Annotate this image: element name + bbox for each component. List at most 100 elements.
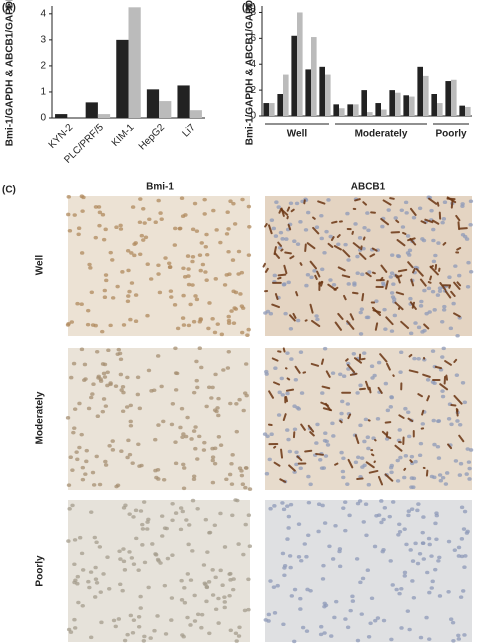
nucleus <box>228 401 233 406</box>
nucleus <box>181 634 186 639</box>
nucleus <box>162 583 168 588</box>
micrograph <box>263 499 472 644</box>
nucleus <box>450 620 456 625</box>
nucleus <box>343 242 348 247</box>
nucleus <box>372 544 378 549</box>
nucleus <box>232 306 237 310</box>
stain <box>380 218 390 226</box>
nucleus <box>354 557 360 561</box>
nucleus <box>198 268 203 273</box>
nucleus <box>400 225 406 229</box>
nucleus <box>89 395 94 400</box>
nucleus <box>65 416 71 420</box>
nucleus <box>424 615 429 620</box>
nucleus <box>276 205 281 209</box>
nucleus <box>146 368 152 373</box>
stain <box>397 268 408 273</box>
nucleus <box>443 482 449 486</box>
nucleus <box>417 551 423 556</box>
nucleus <box>328 278 333 282</box>
nucleus <box>115 284 120 289</box>
nucleus <box>389 637 394 642</box>
nucleus <box>77 401 82 406</box>
nucleus <box>343 528 348 533</box>
bar <box>431 94 437 116</box>
nucleus <box>114 225 119 229</box>
nucleus <box>92 595 98 599</box>
nucleus <box>102 295 108 300</box>
nucleus <box>210 480 216 485</box>
nucleus <box>143 235 149 240</box>
nucleus <box>381 618 387 623</box>
nucleus <box>468 448 474 452</box>
row-label: Well <box>35 255 46 276</box>
nucleus <box>432 442 437 447</box>
nucleus <box>97 545 103 549</box>
stain <box>271 303 280 309</box>
stain <box>286 206 291 212</box>
nucleus <box>446 589 451 594</box>
nucleus <box>417 206 423 211</box>
nucleus <box>71 430 76 435</box>
nucleus <box>205 252 210 257</box>
nucleus <box>167 265 173 269</box>
nucleus <box>437 594 443 598</box>
nucleus <box>226 349 231 354</box>
nucleus <box>397 522 402 527</box>
nucleus <box>360 576 366 581</box>
nucleus <box>265 434 270 439</box>
nucleus <box>116 617 122 621</box>
nucleus <box>468 199 474 204</box>
nucleus <box>408 548 413 552</box>
nucleus <box>194 297 200 302</box>
nucleus <box>218 568 223 573</box>
nucleus <box>243 522 248 527</box>
nucleus <box>459 554 465 559</box>
nucleus <box>288 502 294 507</box>
nucleus <box>188 623 193 627</box>
nucleus <box>239 473 245 478</box>
nucleus <box>210 455 216 460</box>
bar <box>97 114 111 118</box>
nucleus <box>286 514 292 519</box>
nucleus <box>305 272 311 277</box>
bar <box>85 102 98 118</box>
nucleus <box>432 308 437 312</box>
nucleus <box>161 477 167 482</box>
bar <box>353 104 359 116</box>
nucleus <box>278 230 284 235</box>
nucleus <box>462 400 468 405</box>
nucleus <box>382 307 387 312</box>
bar <box>319 66 325 116</box>
nucleus <box>366 228 371 233</box>
stain <box>354 198 361 202</box>
stain <box>445 374 449 381</box>
nucleus <box>440 355 445 359</box>
nucleus <box>416 502 421 506</box>
stain <box>403 467 407 471</box>
nucleus <box>138 509 144 513</box>
nucleus <box>139 233 145 238</box>
nucleus <box>247 225 252 229</box>
nucleus <box>181 266 186 271</box>
nucleus <box>407 627 412 632</box>
stain <box>447 443 453 450</box>
nucleus <box>457 273 462 278</box>
bar <box>389 90 395 116</box>
bar <box>451 79 457 116</box>
nucleus <box>113 384 119 388</box>
nucleus <box>124 405 130 409</box>
nucleus <box>404 211 409 215</box>
stain <box>368 469 379 474</box>
nucleus <box>346 258 351 262</box>
nucleus <box>67 228 73 233</box>
nucleus <box>380 224 385 229</box>
nucleus <box>125 632 130 637</box>
nucleus <box>322 346 328 351</box>
nucleus <box>350 599 356 603</box>
nucleus <box>441 308 447 312</box>
nucleus <box>236 542 241 546</box>
nucleus <box>169 618 174 622</box>
nucleus <box>464 531 470 535</box>
stain <box>300 423 306 431</box>
